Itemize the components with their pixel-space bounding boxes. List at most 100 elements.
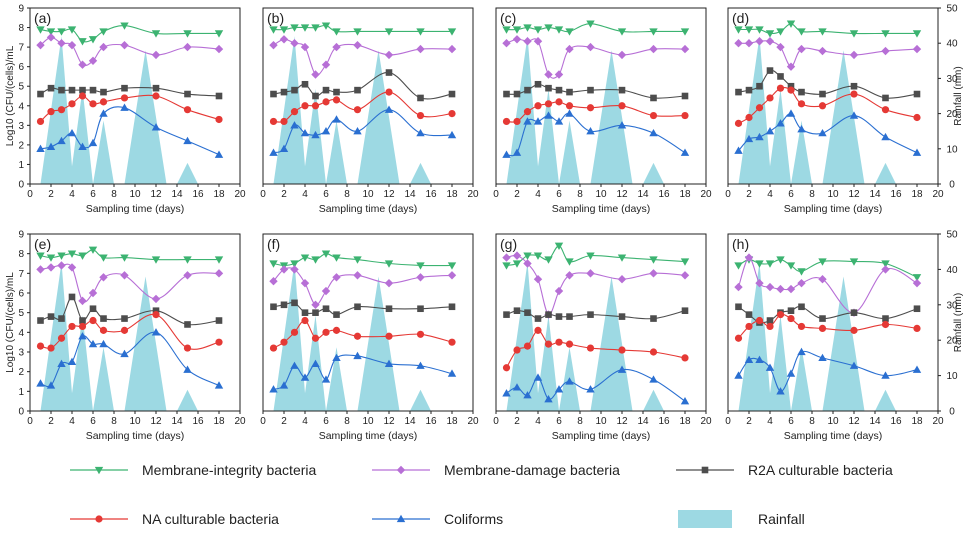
r2a-point	[68, 86, 76, 94]
integrity-point	[881, 260, 890, 268]
y-tick-label: 4	[18, 101, 24, 112]
na-point	[332, 326, 341, 334]
integrity-point	[755, 26, 764, 34]
coliforms-point	[565, 109, 574, 117]
integrity-point	[269, 260, 278, 268]
coliforms-point	[849, 361, 859, 369]
x-tick-label: 10	[595, 189, 607, 200]
na-point	[152, 92, 160, 100]
rainfall-area	[40, 36, 198, 184]
integrity-point	[512, 260, 522, 268]
r2a-point	[534, 315, 542, 322]
na-point	[513, 117, 521, 126]
r2a-point	[882, 94, 889, 102]
integrity-point	[680, 28, 690, 36]
na-point	[36, 117, 45, 126]
y2-tick-label: 40	[946, 39, 958, 50]
integrity-point	[502, 262, 511, 270]
integrity-line	[506, 23, 685, 33]
legend-item: R2A culturable bacteria	[676, 462, 893, 478]
damage-point	[151, 50, 161, 60]
x-tick-label: 6	[556, 189, 562, 200]
r2a-line	[738, 305, 918, 324]
x-tick-label: 2	[281, 416, 287, 427]
coliforms-point	[554, 117, 564, 125]
integrity-point	[786, 20, 796, 28]
r2a-line	[506, 310, 686, 320]
r2a-point	[100, 88, 107, 96]
coliforms-point	[680, 396, 690, 405]
x-tick-label: 16	[658, 189, 670, 200]
coliforms-point	[744, 355, 754, 364]
y-tick-label: 8	[18, 23, 24, 34]
r2a-point	[301, 80, 309, 88]
panel-label: (a)	[34, 10, 51, 26]
r2a-point	[215, 317, 223, 324]
x-tick-label: 20	[467, 189, 479, 200]
coliforms-point	[849, 111, 859, 119]
integrity-point	[78, 252, 87, 260]
integrity-line	[273, 24, 452, 33]
r2a-point	[735, 88, 742, 96]
integrity-point	[67, 26, 77, 34]
legend-item: NA culturable bacteria	[70, 511, 279, 527]
x-tick-label: 8	[809, 416, 815, 427]
integrity-point	[786, 262, 796, 270]
panel-label: (h)	[732, 236, 749, 252]
na-point	[353, 332, 362, 340]
r2a-point	[798, 88, 805, 96]
x-tick-label: 16	[192, 189, 204, 200]
x-tick-label: 16	[658, 416, 670, 427]
na-point	[301, 316, 309, 325]
coliforms-point	[776, 387, 785, 395]
coliforms-point	[765, 127, 775, 135]
r2a-point	[850, 82, 858, 90]
na-point	[797, 322, 806, 331]
na-point	[913, 113, 921, 122]
r2a-point	[513, 307, 521, 314]
na-point	[416, 111, 425, 120]
integrity-point	[755, 260, 764, 268]
na-point	[68, 322, 76, 331]
panel-label: (e)	[34, 236, 51, 252]
x-axis-label: Sampling time (days)	[319, 430, 418, 442]
integrity-point	[183, 30, 192, 38]
na-point	[311, 334, 320, 342]
na-point	[290, 328, 299, 336]
na-point	[120, 326, 129, 334]
coliforms-point	[300, 373, 310, 381]
integrity-point	[384, 28, 394, 36]
legend-item: Coliforms	[372, 511, 503, 527]
r2a-point	[47, 84, 55, 92]
coliforms-point	[680, 148, 690, 156]
na-point	[89, 316, 97, 325]
y-axis-label: Log10 (CFU/(cells)/mL	[5, 272, 16, 373]
na-point	[734, 334, 743, 342]
na-point	[448, 338, 456, 346]
coliforms-point	[447, 369, 457, 377]
coliforms-point	[353, 351, 362, 360]
y2-tick-label: 30	[946, 74, 958, 85]
x-tick-label: 0	[493, 189, 499, 200]
coliforms-point	[151, 328, 161, 336]
na-point	[586, 104, 595, 112]
x-tick-label: 10	[129, 189, 141, 200]
y-axis-label: Log10 (CFU/(cells)/mL	[5, 45, 16, 146]
na-point	[502, 117, 511, 126]
r2a-point	[650, 94, 657, 102]
coliforms-point	[786, 109, 796, 117]
y2-axis-label: Rainfall (mm)	[953, 66, 964, 125]
x-axis-label: Sampling time (days)	[319, 203, 418, 215]
x-tick-label: 6	[788, 189, 794, 200]
integrity-point	[99, 254, 108, 262]
coliforms-point	[586, 127, 595, 135]
integrity-point	[849, 258, 859, 266]
damage-point	[533, 37, 543, 46]
integrity-point	[78, 38, 87, 46]
x-tick-label: 12	[848, 189, 860, 200]
integrity-point	[849, 30, 859, 38]
coliforms-point	[183, 136, 192, 145]
integrity-point	[151, 30, 161, 38]
na-point	[618, 346, 626, 354]
